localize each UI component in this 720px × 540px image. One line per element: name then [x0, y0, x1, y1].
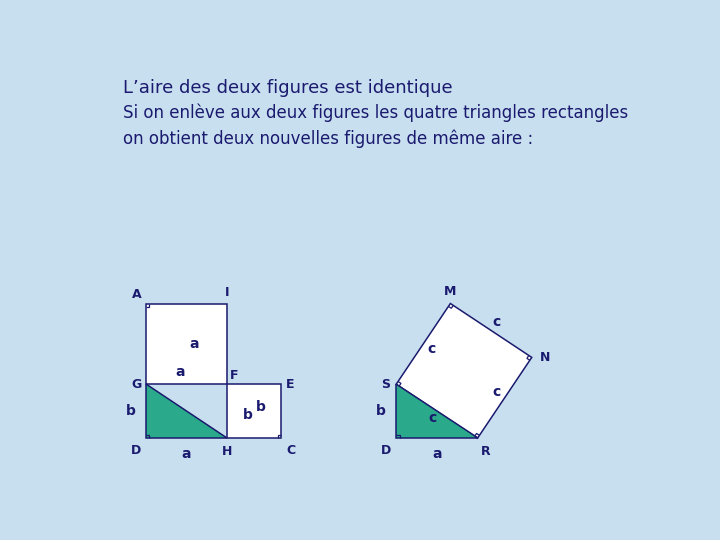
- Text: A: A: [132, 288, 141, 301]
- Text: c: c: [492, 315, 501, 329]
- Text: b: b: [256, 400, 266, 414]
- Text: D: D: [131, 444, 141, 457]
- Text: R: R: [482, 445, 491, 458]
- Polygon shape: [396, 303, 532, 438]
- Text: c: c: [428, 342, 436, 356]
- Text: H: H: [222, 445, 233, 458]
- Text: a: a: [176, 365, 185, 379]
- Text: c: c: [428, 411, 436, 425]
- Text: N: N: [539, 351, 550, 364]
- Text: c: c: [492, 385, 500, 399]
- Text: L’aire des deux figures est identique: L’aire des deux figures est identique: [122, 79, 452, 97]
- Text: E: E: [286, 378, 294, 391]
- Text: C: C: [286, 444, 295, 457]
- Text: a: a: [181, 448, 192, 462]
- Text: S: S: [381, 378, 390, 391]
- Text: I: I: [225, 286, 230, 299]
- Text: Si on enlève aux deux figures les quatre triangles rectangles
on obtient deux no: Si on enlève aux deux figures les quatre…: [122, 103, 628, 148]
- Text: D: D: [381, 444, 392, 457]
- Text: a: a: [189, 337, 199, 351]
- Polygon shape: [145, 384, 228, 438]
- Polygon shape: [145, 303, 228, 384]
- Polygon shape: [228, 384, 282, 438]
- Text: M: M: [444, 285, 456, 298]
- Polygon shape: [396, 384, 477, 438]
- Text: F: F: [230, 369, 239, 382]
- Text: G: G: [131, 378, 141, 391]
- Text: b: b: [243, 408, 253, 422]
- Text: a: a: [432, 448, 441, 462]
- Text: b: b: [376, 404, 386, 418]
- Text: b: b: [126, 404, 136, 418]
